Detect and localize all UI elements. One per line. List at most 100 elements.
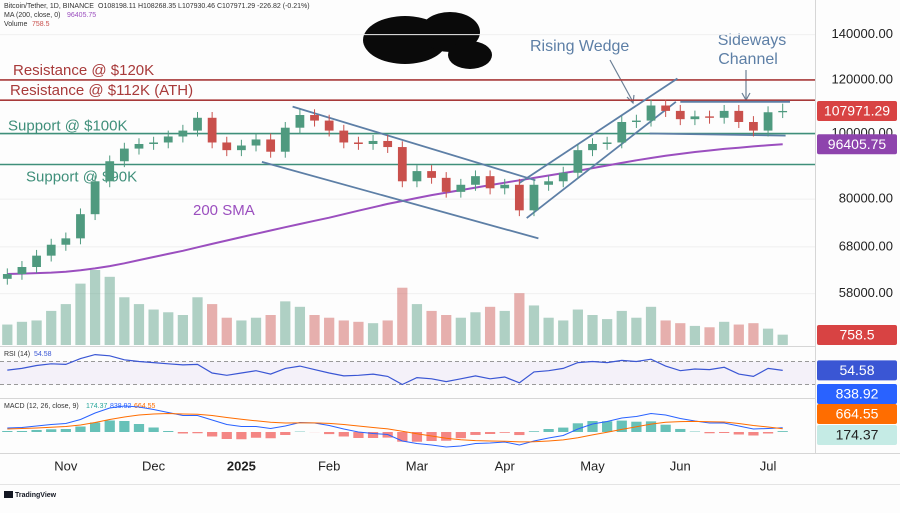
macd-histogram-bar [528,431,540,432]
macd-histogram-bar [250,432,262,438]
annotation: Sideways [718,32,786,49]
candle-body [588,143,597,151]
last-price-label: 107971.29 [824,103,890,119]
macd-histogram-bar [411,432,423,442]
volume-bar [543,317,554,345]
rsi-band [0,361,815,385]
macd-histogram-bar [558,427,569,432]
y-tick-label: 140000.00 [832,26,893,41]
candle-body [661,105,671,111]
macd-histogram-bar [324,432,335,435]
annotation: Channel [718,51,778,68]
level-label: Resistance @ $120K [13,62,154,79]
ma-legend-value: 96405.75 [67,12,96,19]
volume-bar [338,320,349,345]
candle-body [46,244,56,256]
rsi-legend-value: 54.58 [34,351,52,358]
macd-histogram-bar [2,431,13,432]
macd-histogram-bar [470,432,481,435]
candle-body [207,117,217,143]
candle-body [763,112,773,131]
macd-histogram-bar [192,432,203,434]
volume-bar [177,315,188,345]
trendline [649,132,786,137]
macd-histogram-bar [177,432,188,434]
macd-histogram-bar [207,432,218,437]
candle-body [134,143,144,149]
macd-histogram-bar [777,431,788,432]
volume-bar [455,317,466,345]
candle-body [485,176,495,189]
ohlc: O108198.11 H108268.35 L107930.46 C107971… [98,3,310,10]
candle-body [310,115,319,121]
macd-histogram-bar [587,421,598,432]
volume-value-label: 758.5 [839,327,874,343]
candle-body [749,121,758,131]
volume-bar [119,297,130,345]
candle-body [119,148,129,162]
y-tick-label: 120000.00 [832,71,893,86]
volume-bar [221,317,232,345]
candle-body [632,120,641,122]
macd-histogram-bar [46,429,57,432]
candle-body [105,161,115,182]
macd-histogram-bar [484,432,496,434]
signal-value-box [817,404,897,424]
trendline [292,105,536,182]
histogram-value-label: 174.37 [836,427,879,443]
macd-histogram-bar [89,422,101,432]
macd-histogram-bar [31,430,42,432]
trendline [518,77,678,184]
candle-body [266,139,276,152]
volume-bar [367,323,379,345]
candle-body [427,171,436,178]
last-price-box [817,100,897,121]
volume-bar [616,310,627,345]
y-tick-label: 58000.00 [839,285,893,300]
moving-average [7,143,783,275]
ma-value-label: 96405.75 [828,136,887,152]
volume-bar [484,306,496,345]
candle-body [734,110,744,122]
macd-line [7,405,783,448]
volume-bar [397,287,408,345]
macd-histogram-bar [514,432,525,436]
rsi-legend: RSI (14) [4,351,30,358]
macd-histogram-bar [236,432,247,440]
x-tick-label: Apr [495,458,516,473]
candle-body [558,172,568,182]
x-tick-label: Jul [760,458,777,473]
candle-body [163,136,173,143]
volume-bar [733,324,744,345]
macd-histogram-bar [367,432,379,438]
volume-bar [294,306,306,345]
macd-histogram-bar [602,421,613,432]
macd-histogram-bar [733,432,744,435]
volume-bar [572,309,583,345]
volume-bar [250,317,262,345]
volume-bar [602,319,613,345]
volume-bar [382,320,393,345]
rsi-line [7,353,783,386]
candle-body [178,130,188,137]
volume-bar [2,324,13,345]
candle-body [90,181,100,215]
volume-bar [280,301,291,345]
volume-bar [426,310,437,345]
volume-bar [207,304,218,345]
candle-body [675,110,685,120]
macd-histogram-bar [133,424,145,432]
macd-value-box [817,384,897,404]
x-tick-label: Mar [406,458,429,473]
volume-bar [309,315,320,345]
volume-bar [704,327,715,345]
macd-histogram-bar [748,432,759,436]
volume-bar [75,283,86,345]
volume-bar [470,312,481,345]
candle-body [456,184,466,192]
volume-bar [660,320,671,345]
level-label: Support @ $100K [8,117,127,134]
macd-histogram-bar [148,427,159,432]
volume-bar [631,317,642,345]
